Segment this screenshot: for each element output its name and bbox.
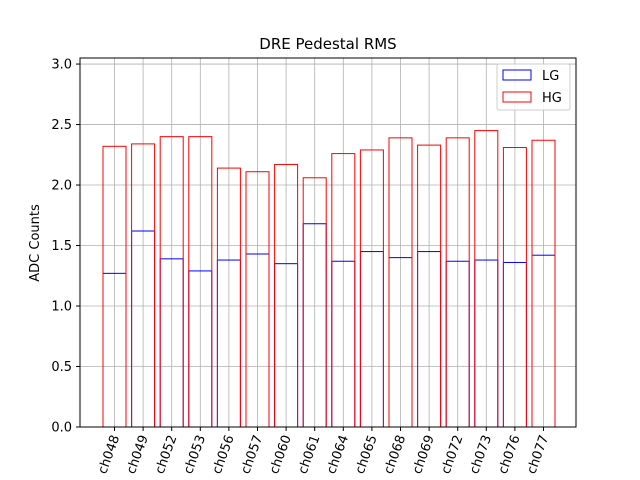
legend-swatch-hg (502, 91, 532, 103)
legend-label-hg: HG (542, 91, 562, 106)
bars (102, 130, 556, 428)
y-tick-label: 2.5 (51, 118, 72, 133)
y-tick-label: 1.5 (51, 239, 72, 254)
x-axis: ch048 ch049 ch052 ch053 ch056 ch057 ch060 ch061… (95, 427, 552, 476)
x-tick-label: ch061 (296, 433, 324, 476)
x-tick-label: ch068 (381, 433, 409, 476)
x-tick-label: ch049 (124, 433, 152, 476)
x-tick-label: ch073 (467, 433, 495, 476)
x-tick-label: ch052 (153, 433, 181, 476)
legend: LG HG (496, 63, 571, 111)
legend-label-lg: LG (542, 69, 559, 84)
y-tick-label: 2.0 (51, 179, 72, 194)
legend-swatch-lg (502, 69, 532, 81)
y-tick-label: 0.0 (51, 421, 72, 436)
x-tick-label: ch048 (95, 433, 123, 476)
legend-box (496, 63, 571, 111)
y-tick-label: 1.0 (51, 300, 72, 315)
chart-title: DRE Pedestal RMS (259, 35, 396, 53)
x-tick-label: ch065 (353, 433, 381, 476)
plot-frame (79, 57, 577, 428)
y-axis: 0.0 0.5 1.0 1.5 2.0 2.5 3.0 (51, 58, 80, 436)
y-axis-label: ADC Counts (28, 204, 43, 282)
x-tick-label: ch060 (267, 433, 295, 476)
y-tick-label: 3.0 (51, 58, 72, 73)
x-tick-label: ch072 (439, 433, 467, 476)
y-tick-label: 0.5 (51, 360, 72, 375)
x-tick-label: ch056 (210, 433, 238, 476)
x-tick-label: ch076 (496, 433, 524, 476)
x-tick-label: ch069 (410, 433, 438, 476)
x-tick-label: ch053 (181, 433, 209, 476)
x-tick-label: ch057 (238, 433, 266, 476)
x-tick-label: ch077 (524, 433, 552, 476)
grid (80, 58, 576, 428)
x-tick-label: ch064 (324, 433, 352, 476)
